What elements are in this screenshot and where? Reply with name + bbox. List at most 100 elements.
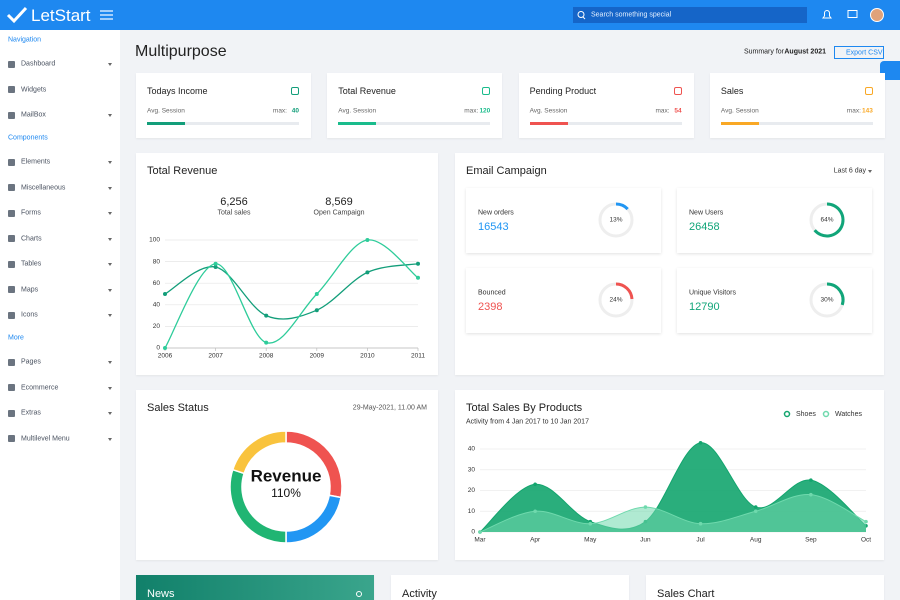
card (136, 153, 438, 375)
card (391, 575, 629, 600)
submenu-caret[interactable] (108, 361, 112, 364)
submenu-caret[interactable] (108, 314, 112, 317)
submenu-caret[interactable] (108, 114, 112, 117)
card (136, 575, 374, 600)
progress-track (720, 122, 873, 125)
settings-button[interactable] (880, 61, 900, 80)
submenu-caret[interactable] (108, 412, 112, 415)
menu-icon (8, 358, 15, 366)
stat-icon (291, 87, 299, 95)
menu-icon (8, 184, 15, 191)
card-subtitle: Activity from 4 Jan 2017 to 10 Jan 2017 (466, 418, 589, 426)
submenu-caret[interactable] (108, 263, 112, 266)
progress-track (529, 122, 682, 125)
card (646, 575, 884, 600)
export-label[interactable]: Export CSV (846, 49, 883, 56)
menu-item[interactable]: Extras (21, 409, 41, 417)
summary-label: Summary for (743, 48, 784, 56)
stat-title: Total Revenue (338, 86, 396, 96)
stat-max-label: max: (655, 107, 670, 115)
submenu-caret[interactable] (108, 212, 112, 215)
menu-icon (8, 235, 15, 242)
avatar[interactable] (870, 8, 884, 22)
stat-title: Todays Income (147, 86, 208, 96)
menu-icon (8, 409, 15, 417)
campaign-value: 16543 (478, 221, 509, 233)
stat-max: 40 (291, 107, 299, 115)
menu-icon (8, 209, 15, 217)
card (709, 73, 885, 138)
stat-title: Sales (720, 86, 744, 96)
stat-max: 120 (479, 107, 491, 115)
card-title: Sales Status (147, 402, 209, 414)
card (518, 73, 694, 138)
menu-item[interactable]: Forms (21, 209, 41, 217)
filter-dropdown[interactable]: Last 6 day (833, 167, 866, 175)
menu-item[interactable]: Widgets (21, 86, 47, 93)
submenu-caret[interactable] (108, 161, 112, 164)
campaign-value: 26458 (689, 221, 720, 233)
status-date: 29-May-2021, 11.00 AM (352, 404, 427, 412)
menu-item[interactable]: Miscellaneous (21, 184, 66, 191)
submenu-caret[interactable] (108, 63, 112, 66)
stat-icon (673, 87, 682, 95)
progress-bar (147, 122, 185, 125)
menu-icon (8, 111, 15, 119)
sidebar-heading: Navigation (8, 36, 42, 44)
menu-item[interactable]: Charts (21, 235, 42, 242)
stat-max: 143 (862, 107, 873, 115)
stat-icon (482, 87, 491, 95)
card (327, 73, 503, 138)
stat-max-label: max: (846, 107, 861, 115)
stat-label: Avg. Session (338, 107, 377, 115)
mail-icon[interactable] (847, 10, 858, 18)
search-placeholder: Search something special (591, 11, 672, 19)
menu-item[interactable]: Dashboard (21, 60, 56, 68)
menu-item[interactable]: Ecommerce (21, 384, 59, 391)
notifications-icon[interactable] (822, 10, 832, 19)
menu-icon (8, 158, 15, 166)
progress-bar (529, 122, 568, 125)
news-icon (356, 591, 362, 597)
card-title: News (147, 588, 175, 600)
total-label: Total sales (217, 209, 251, 217)
campaign-label: Bounced (478, 289, 506, 297)
search-box[interactable] (573, 7, 807, 23)
menu-item[interactable]: Maps (21, 286, 39, 293)
dropdown-caret (868, 170, 872, 173)
menu-item[interactable]: MailBox (21, 111, 46, 119)
stat-label: Avg. Session (147, 107, 185, 115)
submenu-caret[interactable] (108, 237, 112, 241)
progress-bar (338, 122, 377, 125)
stat-max: 54 (674, 107, 682, 115)
menu-toggle[interactable] (100, 10, 113, 20)
campaign-value: 2398 (478, 301, 503, 313)
submenu-caret[interactable] (108, 437, 112, 441)
campaign-label: New orders (478, 209, 514, 217)
page-title: Multipurpose (135, 43, 227, 60)
sidebar (0, 30, 120, 600)
menu-icon (8, 311, 15, 319)
menu-item[interactable]: Elements (21, 158, 51, 166)
menu-item[interactable]: Pages (21, 358, 41, 366)
submenu-caret[interactable] (108, 386, 112, 390)
submenu-caret[interactable] (108, 288, 112, 292)
card-title: Sales Chart (657, 588, 715, 600)
submenu-caret[interactable] (108, 186, 112, 190)
menu-item[interactable]: Tables (21, 260, 42, 268)
search-icon-handle (582, 16, 586, 20)
summary-period: August 2021 (784, 48, 826, 56)
stat-title: Pending Product (529, 86, 597, 96)
total-value: 8,569 (325, 196, 353, 208)
logo-check (6, 6, 28, 24)
stat-label: Avg. Session (720, 107, 759, 115)
progress-track (338, 122, 491, 125)
export-button[interactable] (834, 46, 884, 59)
card (455, 390, 884, 560)
card (136, 73, 311, 138)
card (136, 390, 438, 560)
card-title: Total Revenue (147, 165, 218, 177)
menu-item[interactable]: Multilevel Menu (21, 435, 70, 442)
menu-item[interactable]: Icons (21, 311, 38, 319)
